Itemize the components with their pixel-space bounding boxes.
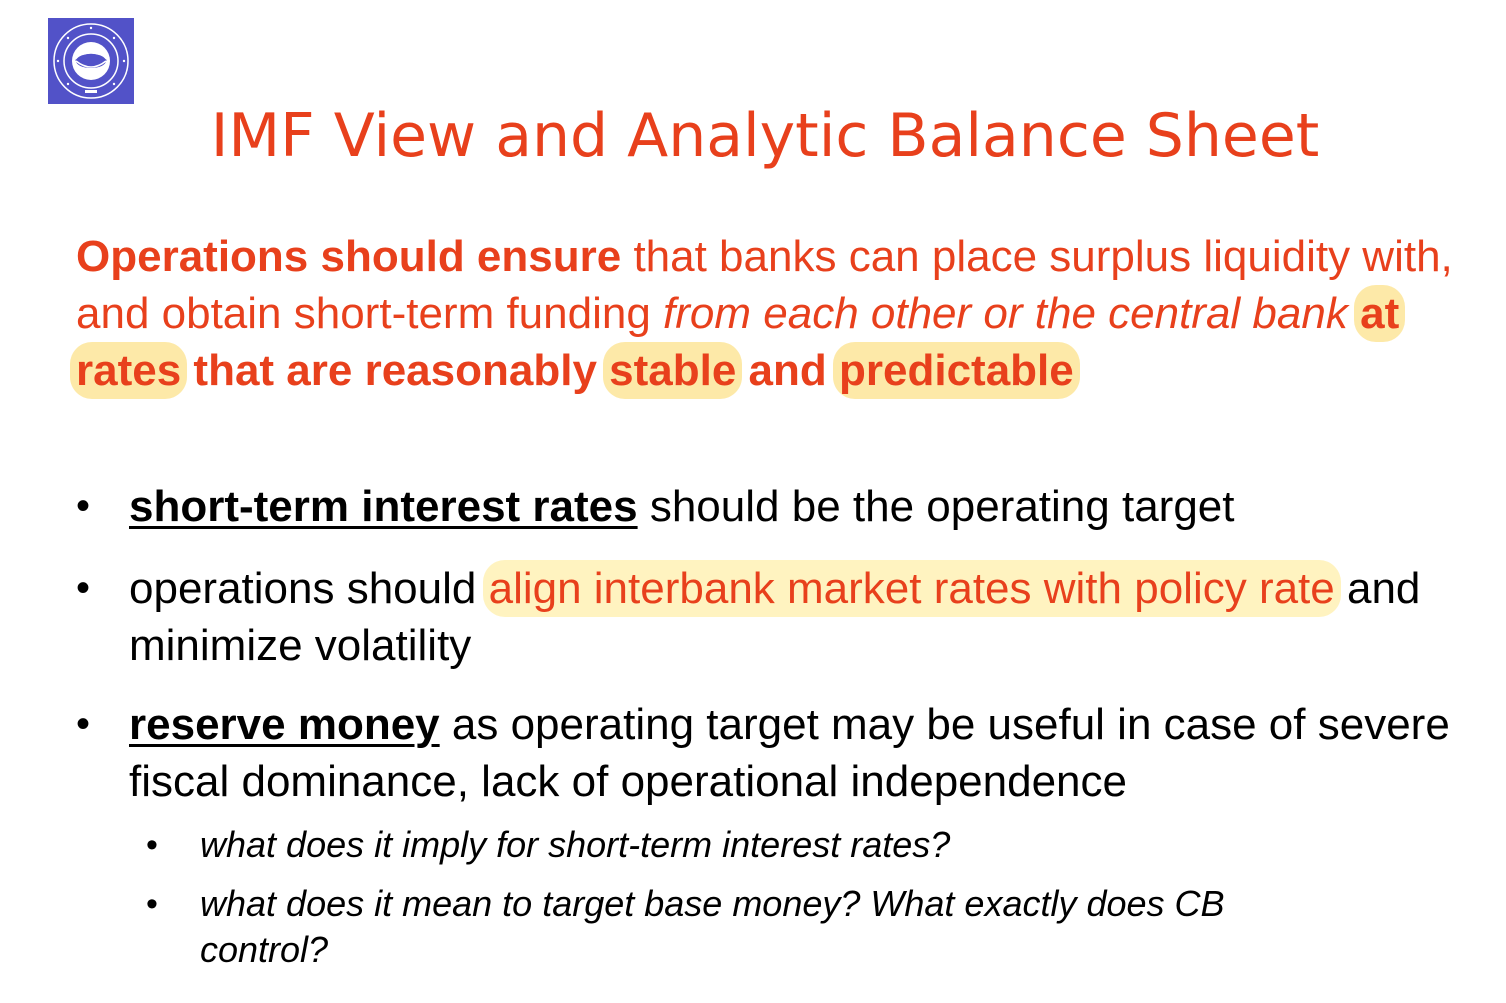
sub-bullet-marker: •: [146, 885, 158, 923]
bullet-text: operations should align interbank market…: [129, 560, 1459, 674]
bullet-rest: as operating target may be useful in cas…: [129, 700, 1450, 806]
intro-bold-mid: that are reasonably: [181, 346, 610, 395]
bullet-text: short-term interest rates should be the …: [129, 478, 1459, 535]
highlight-stable: stable: [603, 342, 743, 399]
intro-text: that banks can place surplus liquidity w…: [76, 232, 1453, 338]
intro-bold-and: and: [736, 346, 839, 395]
highlight-align-rates: align interbank market rates with policy…: [482, 560, 1341, 617]
university-logo: [48, 18, 134, 104]
sub-bullet-text: what does it mean to target base money? …: [200, 883, 1225, 970]
bullet-marker: •: [76, 566, 91, 610]
bullet-rest: and minimize volatility: [129, 564, 1421, 670]
bullet-rest: should be the operating target: [637, 482, 1235, 531]
bullet-pre: operations should: [129, 564, 489, 613]
highlight-predictable: predictable: [833, 342, 1080, 399]
underlined-term: reserve money: [129, 700, 440, 749]
intro-bold-lead: Operations should ensure: [76, 232, 622, 281]
sub-bullet-marker: •: [146, 826, 158, 864]
bullet-text: reserve money as operating target may be…: [129, 696, 1459, 810]
bullet-marker: •: [76, 484, 91, 528]
slide-title: IMF View and Analytic Balance Sheet: [210, 101, 1320, 171]
seal-icon: [48, 18, 134, 104]
underlined-term: short-term interest rates: [129, 482, 638, 531]
bullet-marker: •: [76, 702, 91, 746]
intro-paragraph: Operations should ensure that banks can …: [70, 228, 1456, 399]
sub-bullet-text: what does it imply for short-term intere…: [200, 824, 951, 865]
intro-italic: from each other or the central bank: [663, 289, 1348, 338]
